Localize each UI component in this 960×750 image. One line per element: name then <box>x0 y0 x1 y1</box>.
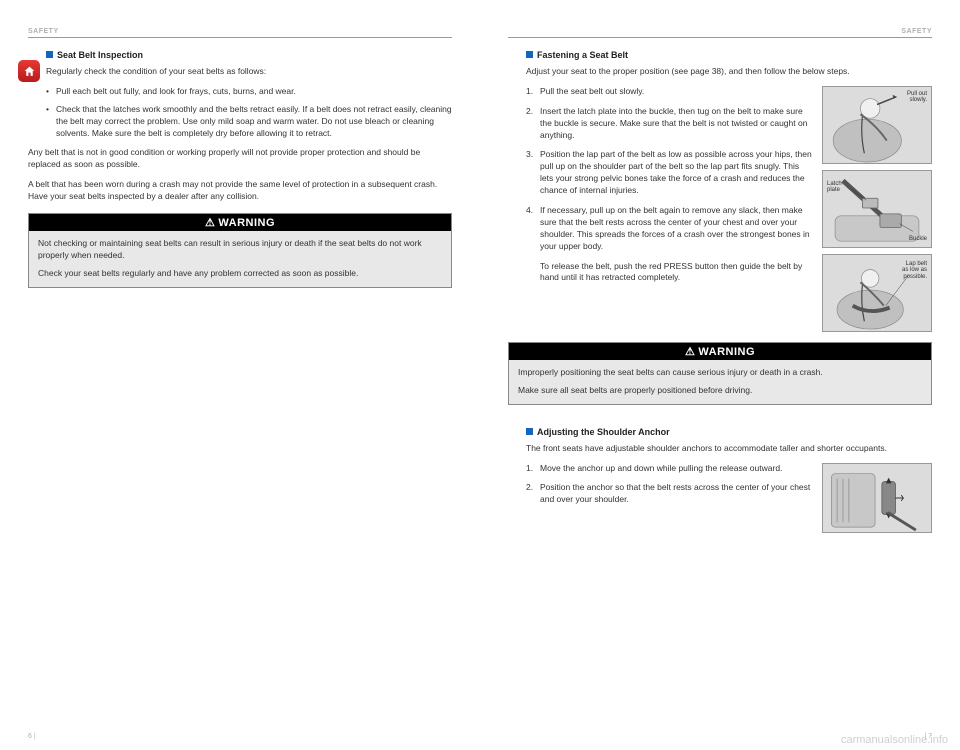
warning-label: WARNING <box>218 217 275 229</box>
header-safety-right: SAFETY <box>508 28 932 38</box>
step-text: Position the lap part of the belt as low… <box>540 149 812 195</box>
warning-header: ⚠WARNING <box>509 343 931 360</box>
step-text: Move the anchor up and down while pullin… <box>540 463 782 473</box>
list-item: Check that the latches work smoothly and… <box>46 104 452 140</box>
callout-lap: Lap belt as low as possible. <box>902 261 927 281</box>
warning-p2: Make sure all seat belts are properly po… <box>518 385 922 397</box>
callout-latch: Latch plate <box>827 181 842 194</box>
fastening-steps-col: 1.Pull the seat belt out slowly. 2.Inser… <box>526 86 812 332</box>
warning-header: ⚠WARNING <box>29 214 451 231</box>
header-safety-left: SAFETY <box>28 28 452 38</box>
illus-pull-out: Pull out slowly. <box>822 86 932 164</box>
list-item: 2.Position the anchor so that the belt r… <box>526 482 812 506</box>
section-marker-icon <box>46 51 53 58</box>
step-text: If necessary, pull up on the belt again … <box>540 205 810 251</box>
section-marker-icon <box>526 51 533 58</box>
warning-p1: Improperly positioning the seat belts ca… <box>518 367 922 379</box>
section-title-anchor: Adjusting the Shoulder Anchor <box>526 427 932 437</box>
warning-triangle-icon: ⚠ <box>685 346 695 358</box>
page-left: SAFETY Seat Belt Inspection Regularly ch… <box>0 0 480 750</box>
list-item: 1.Pull the seat belt out slowly. <box>526 86 812 98</box>
list-item: 3.Position the lap part of the belt as l… <box>526 149 812 197</box>
warning-box-fastening: ⚠WARNING Improperly positioning the seat… <box>508 342 932 405</box>
list-item: 1.Move the anchor up and down while pull… <box>526 463 812 475</box>
fastening-steps: 1.Pull the seat belt out slowly. 2.Inser… <box>526 86 812 253</box>
inspection-para1: Any belt that is not in good condition o… <box>28 147 452 171</box>
section-title-text: Adjusting the Shoulder Anchor <box>537 427 670 437</box>
illus-latch-buckle: Latch plate Buckle <box>822 170 932 248</box>
callout-buckle: Buckle <box>909 236 927 243</box>
inspection-bullets: Pull each belt out fully, and look for f… <box>46 86 452 140</box>
right-content: Fastening a Seat Belt Adjust your seat t… <box>508 50 932 533</box>
list-item: 2.Insert the latch plate into the buckle… <box>526 106 812 142</box>
anchor-illus-col <box>822 463 932 533</box>
page-number-left: 6 | <box>28 733 36 740</box>
warning-body: Improperly positioning the seat belts ca… <box>509 360 931 404</box>
warning-label: WARNING <box>698 346 755 358</box>
page-right: SAFETY Fastening a Seat Belt Adjust your… <box>480 0 960 750</box>
list-item: 4.If necessary, pull up on the belt agai… <box>526 205 812 253</box>
anchor-steps-col: 1.Move the anchor up and down while pull… <box>526 463 812 533</box>
callout-pull-out: Pull out slowly. <box>907 91 927 104</box>
inspection-para2: A belt that has been worn during a crash… <box>28 179 452 203</box>
step-text: Insert the latch plate into the buckle, … <box>540 106 807 140</box>
watermark: carmanualsonline.info <box>841 734 948 746</box>
list-item: Pull each belt out fully, and look for f… <box>46 86 452 98</box>
fastening-two-col: 1.Pull the seat belt out slowly. 2.Inser… <box>526 86 932 332</box>
anchor-two-col: 1.Move the anchor up and down while pull… <box>526 463 932 533</box>
section-title-inspection: Seat Belt Inspection <box>46 50 452 60</box>
warning-body: Not checking or maintaining seat belts c… <box>29 231 451 287</box>
anchor-intro: The front seats have adjustable shoulder… <box>526 443 932 455</box>
warning-triangle-icon: ⚠ <box>205 217 215 229</box>
fastening-illus-col: Pull out slowly. Latch plate Buckle <box>822 86 932 332</box>
section-title-fastening: Fastening a Seat Belt <box>526 50 932 60</box>
home-icon[interactable] <box>18 60 40 82</box>
illus-lap-belt: Lap belt as low as possible. <box>822 254 932 332</box>
inspection-intro: Regularly check the condition of your se… <box>46 66 452 78</box>
warning-p2: Check your seat belts regularly and have… <box>38 268 442 280</box>
release-text: To release the belt, push the red PRESS … <box>526 261 812 285</box>
section-marker-icon <box>526 428 533 435</box>
step-text: Position the anchor so that the belt res… <box>540 482 810 504</box>
illus-shoulder-anchor <box>822 463 932 533</box>
step-text: Pull the seat belt out slowly. <box>540 86 644 96</box>
section-title-text: Seat Belt Inspection <box>57 50 143 60</box>
warning-box-inspection: ⚠WARNING Not checking or maintaining sea… <box>28 213 452 288</box>
left-content: Seat Belt Inspection Regularly check the… <box>28 50 452 288</box>
warning-p1: Not checking or maintaining seat belts c… <box>38 238 442 262</box>
fastening-intro: Adjust your seat to the proper position … <box>526 66 932 78</box>
section-title-text: Fastening a Seat Belt <box>537 50 628 60</box>
anchor-steps: 1.Move the anchor up and down while pull… <box>526 463 812 507</box>
